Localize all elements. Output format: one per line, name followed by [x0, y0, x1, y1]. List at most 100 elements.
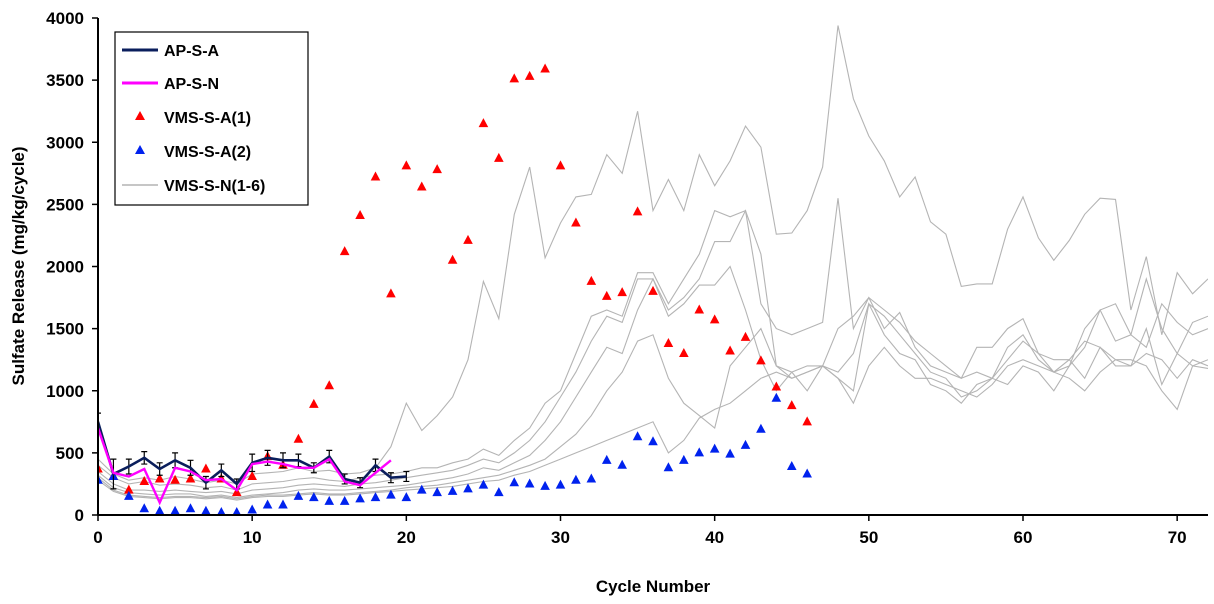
x-tick-label: 50 — [859, 528, 878, 547]
point-vms-s-a1 — [740, 331, 751, 341]
y-ticks: 0 500 1000 1500 2000 2500 3000 3500 4000 — [46, 9, 98, 525]
point-vms-s-a2 — [262, 499, 273, 509]
series-vms-s-n-line-2 — [98, 198, 1208, 491]
point-vms-s-a1 — [694, 304, 705, 314]
point-vms-s-a2 — [694, 447, 705, 457]
point-vms-s-a2 — [139, 503, 150, 513]
point-vms-s-a1 — [648, 285, 658, 295]
point-vms-s-a2 — [247, 504, 257, 514]
point-vms-s-a2 — [617, 459, 627, 469]
point-vms-s-a1 — [725, 345, 735, 355]
point-vms-s-a2 — [586, 473, 597, 483]
point-vms-s-a2 — [709, 443, 720, 453]
x-tick-label: 40 — [705, 528, 724, 547]
y-tick-label: 2000 — [46, 258, 84, 277]
y-tick-label: 4000 — [46, 9, 84, 28]
point-vms-s-a2 — [98, 474, 103, 484]
point-vms-s-a1 — [201, 463, 211, 473]
series-vms-s-n-line-1 — [98, 25, 1208, 485]
point-vms-s-a1 — [756, 355, 766, 365]
point-vms-s-a2 — [416, 484, 427, 494]
point-vms-s-a1 — [355, 210, 365, 220]
point-vms-s-a1 — [463, 234, 473, 244]
point-vms-s-a1 — [432, 164, 442, 174]
point-vms-s-a1 — [555, 160, 566, 170]
point-vms-s-a2 — [339, 495, 350, 505]
y-tick-label: 500 — [56, 444, 84, 463]
series-vms-s-n-line-6 — [98, 296, 1208, 501]
point-vms-s-a1 — [478, 118, 489, 128]
point-vms-s-a2 — [771, 392, 782, 402]
point-vms-s-a2 — [494, 487, 504, 497]
point-vms-s-a1 — [679, 347, 689, 357]
y-tick-label: 0 — [75, 506, 84, 525]
point-vms-s-a2 — [601, 454, 612, 464]
point-vms-s-a1 — [309, 398, 319, 408]
x-tick-label: 30 — [551, 528, 570, 547]
point-vms-s-a1 — [632, 206, 643, 216]
point-vms-s-a2 — [463, 483, 473, 493]
x-tick-label: 10 — [243, 528, 262, 547]
point-vms-s-a1 — [663, 338, 674, 348]
x-tick-label: 20 — [397, 528, 416, 547]
point-vms-s-a1 — [154, 473, 165, 483]
point-vms-s-a2 — [278, 499, 288, 509]
x-axis-title: Cycle Number — [596, 577, 711, 596]
point-vms-s-a2 — [217, 507, 226, 515]
legend: AP-S-A AP-S-N VMS-S-A(1) VMS-S-A(2) VMS-… — [114, 31, 309, 206]
point-vms-s-a2 — [293, 490, 304, 500]
plot-area — [98, 25, 1208, 515]
y-tick-label: 3500 — [46, 71, 84, 90]
point-vms-s-a2 — [663, 462, 674, 472]
point-vms-s-a2 — [309, 492, 319, 502]
legend-label-ap-s-a: AP-S-A — [164, 43, 220, 60]
point-vms-s-a2 — [509, 477, 520, 487]
point-vms-s-a1 — [771, 381, 782, 391]
point-vms-s-a1 — [571, 217, 581, 227]
legend-box — [114, 31, 309, 206]
point-vms-s-a1 — [98, 463, 103, 473]
legend-label-vms-s-a1: VMS-S-A(1) — [164, 110, 251, 127]
point-vms-s-a2 — [185, 503, 196, 513]
point-vms-s-a2 — [355, 493, 365, 503]
point-vms-s-a2 — [447, 485, 458, 495]
legend-marker-vms-s-a1 — [135, 111, 145, 120]
x-tick-label: 70 — [1168, 528, 1187, 547]
point-vms-s-a1 — [139, 475, 150, 485]
point-vms-s-a2 — [124, 490, 134, 500]
point-vms-s-a1 — [401, 160, 412, 170]
point-vms-s-a1 — [586, 275, 597, 285]
series-vms-s-n-line-3 — [98, 209, 1208, 495]
point-vms-s-a2 — [401, 492, 412, 502]
series-ap-s-n-line — [98, 427, 392, 506]
point-vms-s-a1 — [247, 470, 257, 480]
point-vms-s-a2 — [201, 505, 211, 515]
y-tick-label: 2500 — [46, 195, 84, 214]
y-axis-title: Sulfate Release (mg/kg/cycle) — [9, 146, 28, 385]
legend-marker-vms-s-a2 — [135, 145, 145, 154]
error-bar-ap-s-a — [403, 470, 410, 483]
point-vms-s-a1 — [540, 63, 550, 73]
point-vms-s-a2 — [324, 495, 335, 505]
point-vms-s-a2 — [632, 431, 643, 441]
point-vms-s-a1 — [324, 380, 335, 390]
point-vms-s-a2 — [555, 479, 566, 489]
point-vms-s-a1 — [601, 290, 612, 300]
series-ap-s-a-line — [98, 421, 407, 486]
point-vms-s-a2 — [154, 505, 165, 515]
point-vms-s-a2 — [524, 478, 535, 488]
legend-label-vms-s-n: VMS-S-N(1-6) — [164, 178, 265, 195]
point-vms-s-a1 — [231, 487, 242, 497]
series-vms-s-n-line-5 — [98, 327, 1208, 500]
point-vms-s-a2 — [740, 439, 751, 449]
point-vms-s-a1 — [339, 246, 350, 256]
point-vms-s-a2 — [725, 448, 735, 458]
point-vms-s-a1 — [447, 254, 458, 264]
x-tick-label: 60 — [1014, 528, 1033, 547]
point-vms-s-a1 — [386, 288, 396, 298]
y-tick-label: 1000 — [46, 382, 84, 401]
point-vms-s-a2 — [786, 461, 797, 471]
point-vms-s-a1 — [617, 287, 627, 297]
point-vms-s-a2 — [756, 423, 766, 433]
legend-label-ap-s-n: AP-S-N — [164, 76, 219, 93]
